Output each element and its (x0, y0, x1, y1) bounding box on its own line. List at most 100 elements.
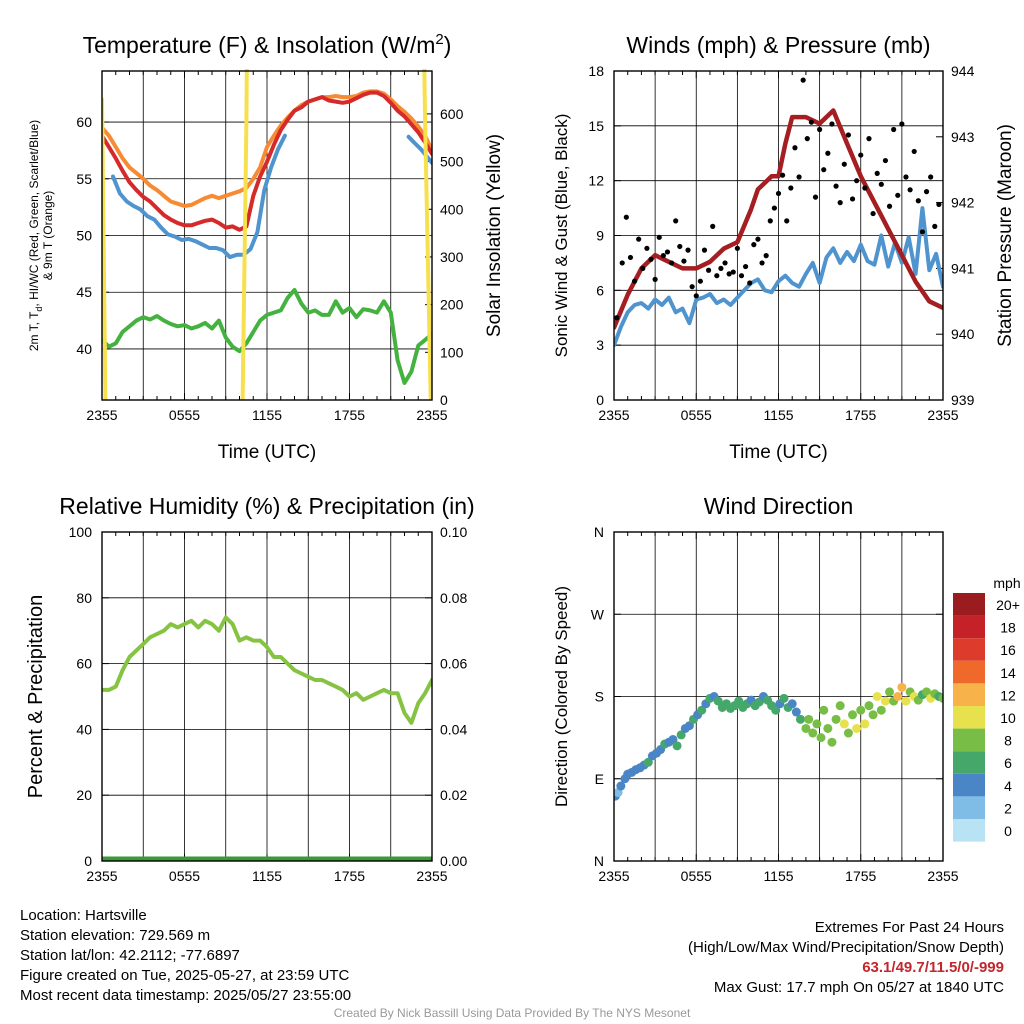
y-tick-label: N (594, 524, 604, 540)
plot-area (102, 69, 432, 400)
direction-point (897, 682, 907, 692)
direction-point (885, 687, 895, 697)
x-tick-label: 2355 (86, 407, 117, 423)
direction-point (856, 705, 866, 715)
gust-point (759, 260, 765, 266)
series-line (111, 133, 287, 260)
y-tick-label: 0 (596, 392, 604, 408)
gust-point (763, 253, 769, 259)
plot-frame (613, 70, 944, 401)
direction-point (868, 710, 878, 720)
extremes-info: Extremes For Past 24 Hours (High/Low/Max… (688, 918, 1004, 998)
direction-point (872, 692, 882, 701)
gust-point (936, 201, 942, 208)
gust-point (837, 200, 843, 206)
x-tick-label: 1755 (334, 868, 365, 884)
legend-swatch (953, 796, 985, 819)
direction-point (922, 687, 932, 697)
legend-swatch (953, 660, 985, 684)
x-tick-label: 0555 (681, 407, 712, 423)
direction-point (860, 719, 870, 729)
legend-swatch (953, 751, 985, 774)
gust-point (817, 126, 823, 133)
gust-point (788, 185, 794, 191)
gust-point (656, 234, 662, 240)
gust-point (841, 161, 847, 167)
direction-point (779, 693, 789, 703)
gust-point (627, 254, 634, 261)
series-line (102, 288, 432, 385)
gust-point (681, 258, 687, 264)
legend-label: 8 (1004, 733, 1012, 749)
recent-data-timestamp: Most recent data timestamp: 2025/05/27 2… (20, 987, 352, 1004)
x-tick-label: 0555 (169, 407, 200, 423)
direction-point (672, 741, 682, 751)
legend-swatch (953, 683, 985, 706)
x-tick-label: 1155 (252, 868, 282, 884)
gust-point (726, 271, 732, 277)
gust-point (796, 174, 802, 180)
gust-point (784, 218, 790, 224)
x-tick-label: 2355 (416, 407, 447, 423)
extremes-title: Extremes For Past 24 Hours (814, 919, 1004, 936)
y-tick-label: E (595, 771, 604, 787)
y-tick-label: 60 (76, 114, 92, 130)
direction-point (787, 699, 797, 709)
y-tick-label: 50 (76, 228, 92, 244)
y-right-tick-label: 0.00 (440, 853, 467, 869)
direction-point (831, 714, 841, 724)
y-right-tick-label: 400 (440, 201, 464, 217)
legend-label: 0 (1004, 823, 1012, 839)
chart-title: Temperature (F) & Insolation (W/m2) (83, 31, 452, 58)
plot-area (102, 615, 432, 861)
gust-point (677, 243, 683, 250)
x-tick-label: 2355 (927, 868, 958, 884)
gust-point (895, 192, 901, 198)
y-tick-label: 100 (69, 524, 93, 540)
x-tick-label: 2355 (86, 868, 117, 884)
gust-point (623, 214, 629, 220)
y-right-axis-label: Solar Insolation (Yellow) (484, 134, 505, 337)
direction-point (713, 696, 723, 706)
y-right-axis-label: Station Pressure (Maroon) (995, 124, 1016, 347)
gust-point (849, 196, 856, 202)
legend-label: 18 (1000, 620, 1016, 636)
gust-point (907, 187, 913, 193)
extremes-subtitle: (High/Low/Max Wind/Precipitation/Snow De… (688, 939, 1004, 956)
gust-point (825, 150, 831, 156)
gust-point (668, 260, 675, 266)
y-tick-label: 18 (588, 63, 604, 79)
gust-point (738, 273, 745, 279)
gust-point (829, 121, 835, 127)
direction-point (848, 710, 858, 720)
gust-point (660, 253, 666, 259)
x-tick-label: 1755 (845, 407, 876, 423)
gust-point (821, 167, 827, 173)
gust-point (882, 157, 889, 164)
y-tick-label: 6 (596, 282, 604, 298)
humidity-precipitation-panel: 2355 0555 1155 1755 23550204060801000.000.02… (25, 493, 475, 884)
y-right-tick-label: 943 (951, 129, 975, 145)
gust-point (845, 132, 852, 138)
y-tick-label: 20 (76, 787, 92, 803)
gust-point (874, 170, 880, 176)
series-line (614, 108, 943, 330)
station-info: Location: Hartsville Station elevation: … (20, 906, 351, 1006)
gust-point (644, 245, 650, 251)
gust-point (636, 236, 642, 242)
max-gust: Max Gust: 17.7 mph On 05/27 at 1840 UTC (713, 979, 1004, 996)
legend-label: 16 (1000, 642, 1016, 658)
gust-point (878, 181, 884, 187)
gust-point (858, 152, 864, 158)
gust-point (664, 249, 671, 255)
direction-point (697, 705, 707, 715)
direction-point (734, 696, 744, 706)
direction-point (771, 705, 781, 715)
plot-area (614, 682, 943, 801)
y-right-tick-label: 0.08 (440, 590, 467, 606)
direction-point (791, 707, 801, 717)
y-tick-label: 55 (76, 171, 92, 187)
direction-point (676, 730, 686, 740)
direction-point (816, 733, 826, 743)
